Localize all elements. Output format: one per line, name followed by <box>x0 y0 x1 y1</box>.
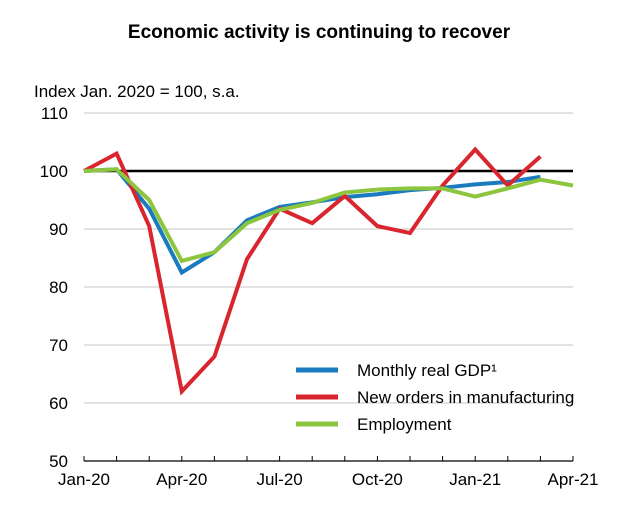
y-tick-label: 50 <box>49 452 68 471</box>
y-tick-label: 70 <box>49 336 68 355</box>
y-tick-label: 110 <box>41 104 68 123</box>
legend-label-2: Employment <box>357 415 452 434</box>
x-tick-label: Apr-20 <box>156 470 207 489</box>
y-tick-label: 100 <box>40 162 68 181</box>
x-tick-label: Jan-20 <box>58 470 110 489</box>
y-tick-label: 90 <box>49 220 68 239</box>
legend-label-0: Monthly real GDP¹ <box>357 361 497 380</box>
y-tick-label: 80 <box>49 278 68 297</box>
legend-label-1: New orders in manufacturing <box>357 388 574 407</box>
y-tick-label: 60 <box>49 394 68 413</box>
chart-title: Economic activity is continuing to recov… <box>127 22 511 43</box>
series-line-2 <box>83 167 574 264</box>
x-tick-label: Oct-20 <box>352 470 403 489</box>
x-tick-label: Apr-21 <box>547 470 598 489</box>
y-axis-label: Index Jan. 2020 = 100, s.a. <box>34 82 240 101</box>
series-line-1 <box>83 146 542 396</box>
x-tick-label: Jan-21 <box>449 470 501 489</box>
x-tick-label: Jul-20 <box>256 470 302 489</box>
